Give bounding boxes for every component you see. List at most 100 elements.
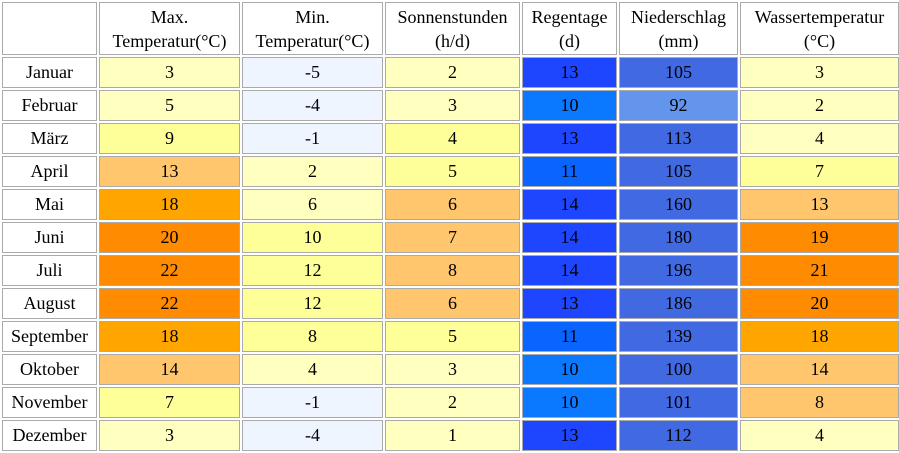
- rain-days-cell: 14: [522, 222, 617, 253]
- month-label: Dezember: [2, 420, 97, 451]
- min-temp-cell: 10: [242, 222, 383, 253]
- month-label: August: [2, 288, 97, 319]
- water-temp-cell: 20: [740, 288, 899, 319]
- header-line: (mm): [658, 30, 699, 51]
- rain-days-cell: 10: [522, 90, 617, 121]
- header-line: Wassertemperatur: [754, 6, 885, 27]
- header-corner: [2, 2, 97, 55]
- water-temp-cell: 4: [740, 123, 899, 154]
- header-row: Max. Temperatur(°C) Min. Temperatur(°C) …: [2, 2, 899, 55]
- precipitation-cell: 113: [619, 123, 738, 154]
- max-temp-cell: 18: [99, 189, 240, 220]
- precipitation-cell: 92: [619, 90, 738, 121]
- month-label: Juli: [2, 255, 97, 286]
- table-row: Dezember 3 -4 1 13 112 4: [2, 420, 899, 451]
- sunshine-cell: 5: [385, 321, 520, 352]
- header-line: Max.: [150, 6, 189, 27]
- table-body: Januar 3 -5 2 13 105 3 Februar 5 -4 3 10 92 2 März 9 -1 4…: [2, 57, 899, 451]
- month-label: Januar: [2, 57, 97, 88]
- max-temp-cell: 22: [99, 255, 240, 286]
- sunshine-cell: 7: [385, 222, 520, 253]
- sunshine-cell: 6: [385, 288, 520, 319]
- header-water-temp: Wassertemperatur (°C): [740, 2, 899, 55]
- rain-days-cell: 13: [522, 123, 617, 154]
- month-label: März: [2, 123, 97, 154]
- min-temp-cell: -1: [242, 123, 383, 154]
- table-row: Oktober 14 4 3 10 100 14: [2, 354, 899, 385]
- table-row: April 13 2 5 11 105 7: [2, 156, 899, 187]
- water-temp-cell: 19: [740, 222, 899, 253]
- month-label: Juni: [2, 222, 97, 253]
- header-precipitation: Niederschlag (mm): [619, 2, 738, 55]
- month-label: November: [2, 387, 97, 418]
- precipitation-cell: 101: [619, 387, 738, 418]
- min-temp-cell: 4: [242, 354, 383, 385]
- max-temp-cell: 20: [99, 222, 240, 253]
- table-row: Mai 18 6 6 14 160 13: [2, 189, 899, 220]
- sunshine-cell: 3: [385, 354, 520, 385]
- header-min-temp: Min. Temperatur(°C): [242, 2, 383, 55]
- sunshine-cell: 6: [385, 189, 520, 220]
- sunshine-cell: 1: [385, 420, 520, 451]
- rain-days-cell: 10: [522, 354, 617, 385]
- table-row: Juni 20 10 7 14 180 19: [2, 222, 899, 253]
- table-row: Januar 3 -5 2 13 105 3: [2, 57, 899, 88]
- header-rain-days: Regentage (d): [522, 2, 617, 55]
- table-row: November 7 -1 2 10 101 8: [2, 387, 899, 418]
- table-row: Juli 22 12 8 14 196 21: [2, 255, 899, 286]
- max-temp-cell: 14: [99, 354, 240, 385]
- sunshine-cell: 8: [385, 255, 520, 286]
- min-temp-cell: 2: [242, 156, 383, 187]
- min-temp-cell: -1: [242, 387, 383, 418]
- precipitation-cell: 105: [619, 57, 738, 88]
- water-temp-cell: 18: [740, 321, 899, 352]
- max-temp-cell: 9: [99, 123, 240, 154]
- water-temp-cell: 21: [740, 255, 899, 286]
- min-temp-cell: 6: [242, 189, 383, 220]
- max-temp-cell: 18: [99, 321, 240, 352]
- max-temp-cell: 7: [99, 387, 240, 418]
- precipitation-cell: 105: [619, 156, 738, 187]
- table-row: August 22 12 6 13 186 20: [2, 288, 899, 319]
- water-temp-cell: 14: [740, 354, 899, 385]
- precipitation-cell: 186: [619, 288, 738, 319]
- header-max-temp: Max. Temperatur(°C): [99, 2, 240, 55]
- rain-days-cell: 13: [522, 288, 617, 319]
- rain-days-cell: 10: [522, 387, 617, 418]
- table-row: März 9 -1 4 13 113 4: [2, 123, 899, 154]
- rain-days-cell: 11: [522, 321, 617, 352]
- max-temp-cell: 3: [99, 57, 240, 88]
- month-label: September: [2, 321, 97, 352]
- min-temp-cell: -5: [242, 57, 383, 88]
- water-temp-cell: 2: [740, 90, 899, 121]
- precipitation-cell: 100: [619, 354, 738, 385]
- sunshine-cell: 2: [385, 57, 520, 88]
- table-row: Februar 5 -4 3 10 92 2: [2, 90, 899, 121]
- header-line: Niederschlag: [631, 6, 726, 27]
- month-label: Oktober: [2, 354, 97, 385]
- water-temp-cell: 7: [740, 156, 899, 187]
- header-line: Min.: [295, 6, 330, 27]
- header-line: (d): [559, 30, 580, 51]
- min-temp-cell: 12: [242, 255, 383, 286]
- sunshine-cell: 2: [385, 387, 520, 418]
- max-temp-cell: 22: [99, 288, 240, 319]
- max-temp-cell: 13: [99, 156, 240, 187]
- month-label: Mai: [2, 189, 97, 220]
- header-line: Regentage: [531, 6, 608, 27]
- header-line: Sonnenstunden: [397, 6, 508, 27]
- precipitation-cell: 112: [619, 420, 738, 451]
- max-temp-cell: 3: [99, 420, 240, 451]
- rain-days-cell: 14: [522, 255, 617, 286]
- sunshine-cell: 4: [385, 123, 520, 154]
- water-temp-cell: 3: [740, 57, 899, 88]
- sunshine-cell: 3: [385, 90, 520, 121]
- month-label: Februar: [2, 90, 97, 121]
- max-temp-cell: 5: [99, 90, 240, 121]
- header-line: Temperatur(°C): [112, 30, 227, 51]
- min-temp-cell: 12: [242, 288, 383, 319]
- rain-days-cell: 13: [522, 420, 617, 451]
- table-row: September 18 8 5 11 139 18: [2, 321, 899, 352]
- header-line: Temperatur(°C): [255, 30, 370, 51]
